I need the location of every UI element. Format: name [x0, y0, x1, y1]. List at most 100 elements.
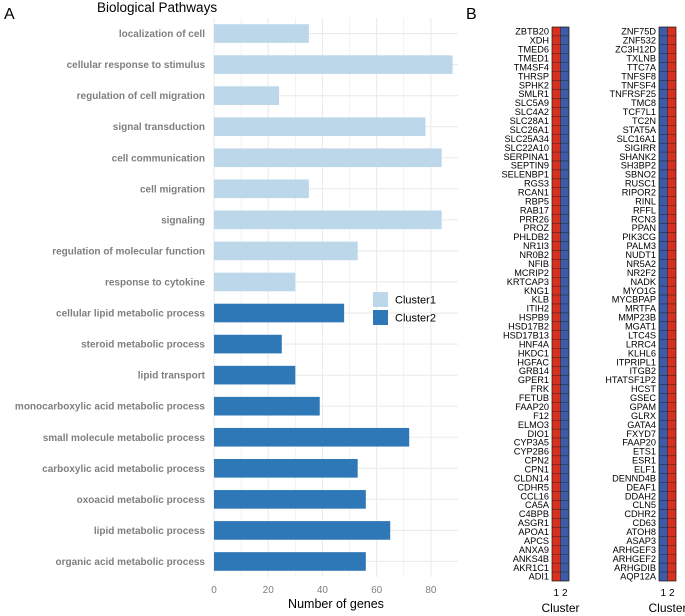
heatmap-cell [551, 428, 561, 439]
category-label: localization of cell [119, 29, 205, 40]
gene-label: FAAP20 [622, 438, 656, 448]
heatmap-cell [667, 509, 677, 519]
gene-label: MYCBPAP [612, 295, 656, 305]
heatmap-cell [658, 562, 668, 573]
heatmap-cell [560, 536, 570, 546]
heatmap-cell [658, 303, 668, 314]
heatmap-cell [560, 473, 570, 483]
gene-label: TNFSF4 [621, 80, 656, 90]
heatmap-cell [667, 187, 677, 197]
heatmap-cell [551, 285, 561, 296]
heatmap-cell [658, 268, 668, 278]
chart-title: Biological Pathways [97, 0, 217, 15]
gene-label: PROZ [523, 223, 549, 233]
gene-label: SLC22A10 [505, 143, 549, 153]
gene-label: SLC5A9 [515, 98, 549, 108]
heatmap-cell [667, 98, 677, 108]
gene-label: ELF1 [634, 465, 656, 475]
heatmap-cell [667, 473, 677, 483]
gene-label: KLHL6 [628, 348, 656, 358]
gene-label: CDHR2 [624, 509, 656, 519]
gene-label: AQP12A [620, 572, 657, 582]
heatmap-cell [667, 419, 677, 430]
heatmap-cell [560, 384, 570, 394]
heatmap-cell [667, 375, 677, 385]
heatmap-cell [551, 26, 561, 37]
gene-label: MMP23B [618, 313, 656, 323]
heatmap-cell [551, 62, 561, 72]
heatmap-cell [560, 80, 570, 90]
heatmap-cell [658, 455, 668, 466]
bar [214, 552, 366, 571]
heatmap-cell [551, 178, 561, 189]
heatmap-cell [560, 554, 570, 564]
heatmap-cell [667, 107, 677, 117]
heatmap-cell [551, 339, 561, 349]
heatmap-cell [667, 53, 677, 63]
gene-label: KRTCAP3 [507, 277, 549, 287]
bar [214, 86, 280, 105]
gene-label: GATA4 [627, 420, 656, 430]
panel-b-label: B [466, 6, 477, 23]
bar [214, 241, 358, 261]
heatmap-cell [551, 321, 561, 331]
heatmap-cell [667, 142, 677, 153]
heatmap-cell [658, 250, 668, 260]
heatmap-cell [560, 142, 570, 153]
gene-label: FRK [531, 384, 550, 394]
gene-label: XDH [530, 36, 549, 46]
heatmap-cell [667, 178, 677, 189]
gene-label: ANKS4B [513, 554, 549, 564]
gene-label: NR5A2 [626, 259, 656, 269]
heatmap-cell [560, 35, 570, 46]
gene-label: NUDT1 [625, 250, 656, 260]
heatmap-cell [658, 62, 668, 72]
heatmap-cell [658, 527, 668, 537]
heatmap-cell [551, 518, 561, 528]
heatmap-cell [667, 393, 677, 403]
heatmap-cell [560, 357, 570, 367]
gene-label: DEAF1 [626, 482, 656, 492]
heatmap-cell [658, 169, 668, 180]
heatmap-cell [560, 393, 570, 403]
heatmap-cell [658, 375, 668, 385]
heatmap-cell [560, 366, 570, 376]
heatmap-cell [658, 312, 668, 323]
heatmap-cell [658, 330, 668, 340]
heatmap-cell [658, 116, 668, 126]
heatmap-cell [658, 321, 668, 331]
heatmap-cell [658, 473, 668, 483]
gene-label: HKDC1 [518, 348, 549, 358]
heatmap-cell [667, 35, 677, 46]
heatmap-border [551, 26, 570, 582]
bar [214, 272, 296, 292]
category-label: lipid transport [138, 371, 206, 382]
heatmap-cell [667, 518, 677, 528]
heatmap-cell [551, 545, 561, 555]
heatmap-cell [667, 125, 677, 135]
gene-label: CYP2B6 [514, 447, 549, 457]
heatmap-cell [551, 473, 561, 483]
heatmap-cell [658, 277, 668, 287]
heatmap-cell [551, 312, 561, 323]
heatmap-cell [667, 428, 677, 439]
gene-label: RUSC1 [625, 179, 656, 189]
heatmap-cell [658, 428, 668, 439]
gene-label: LRRC4 [626, 339, 656, 349]
gene-label: ARHGDIB [614, 563, 656, 573]
gene-label: NADK [630, 277, 656, 287]
heatmap-right: ZNF75DZNF532ZC3H12DTXLNBTTC7ATNFSF8TNFSF… [605, 27, 685, 615]
heatmap-cell [551, 375, 561, 385]
heatmap-cell [658, 446, 668, 457]
heatmap-cell [667, 116, 677, 126]
heatmap-cell [658, 437, 668, 448]
heatmap-x-label: Cluster [648, 601, 685, 615]
x-tick-label: 20 [263, 585, 275, 596]
heatmap-cell [658, 89, 668, 99]
heatmap-cell [551, 125, 561, 135]
heatmap-cell [560, 169, 570, 180]
heatmap-cell [551, 151, 561, 162]
heatmap-cell [551, 482, 561, 492]
gene-label: TCF7L1 [623, 107, 656, 117]
gene-label: NR0B2 [519, 250, 549, 260]
